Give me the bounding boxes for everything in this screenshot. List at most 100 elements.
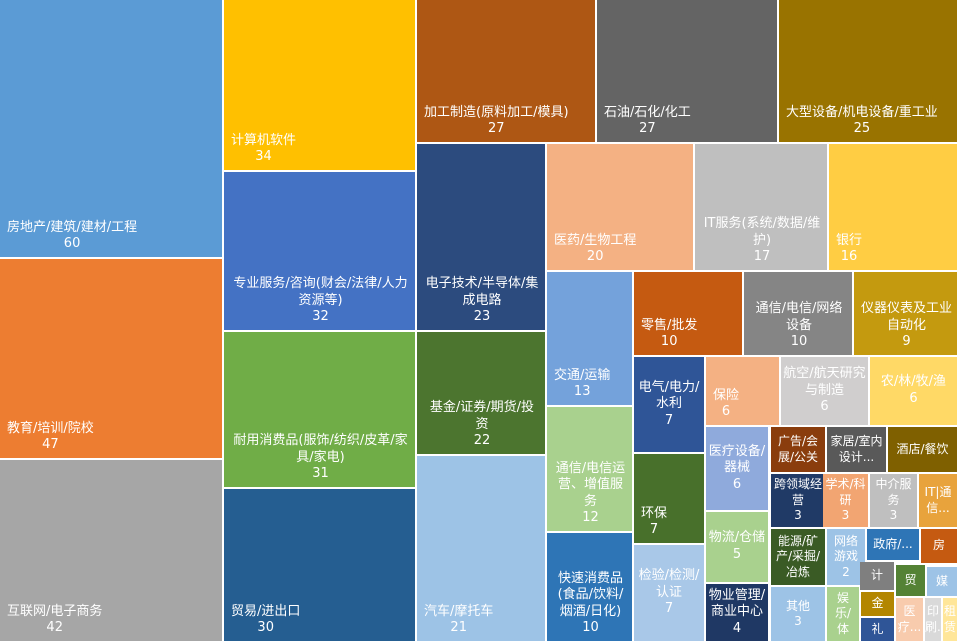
treemap-cell[interactable]: 其他 3 [771,587,825,641]
cell-text: 能源/矿产/采掘/冶炼 [771,533,825,581]
treemap-cell[interactable]: 汽车/摩托车 21 [417,456,545,641]
cell-label: 通信/电信运营、增值服务 [555,460,626,509]
cell-text: 医疗设备/器械 6 [706,443,768,495]
treemap-cell[interactable]: 贸 [896,565,925,596]
treemap-cell[interactable]: 石油/石化/化工 27 [597,0,777,142]
treemap-cell[interactable]: 跨领域经营 3 [771,474,825,527]
cell-value: 20 [586,249,604,265]
cell-label: IT|通信... [924,485,952,515]
treemap-cell[interactable]: 媒 [927,567,957,596]
treemap-cell[interactable]: 中介服务 3 [870,474,917,527]
treemap-cell[interactable]: 广告/会展/公关 [771,427,825,472]
cell-value: 27 [639,121,656,137]
treemap-cell[interactable]: 医药/生物工程 20 [547,144,693,270]
cell-label: 计算机软件 [231,132,297,148]
treemap-cell[interactable]: 专业服务/咨询(财会/法律/人力资源等) 32 [224,172,415,330]
treemap-cell[interactable]: 租赁 [943,598,957,641]
cell-text: 加工制造(原料加工/模具) 27 [424,105,569,138]
treemap-cell[interactable]: 互联网/电子商务 42 [0,460,222,641]
cell-label: 零售/批发 [641,317,698,333]
cell-label: 医药/生物工程 [554,232,637,248]
cell-label: 广告/会展/公关 [777,434,819,464]
treemap-cell[interactable]: 零售/批发 10 [634,272,742,355]
cell-text: 其他 3 [784,598,812,631]
treemap-cell[interactable]: 教育/培训/院校 47 [0,259,222,458]
treemap-cell[interactable]: 交通/运输 13 [547,272,632,405]
treemap-cell[interactable]: 环保 7 [634,454,704,543]
cell-value: 25 [853,121,871,137]
cell-label: 跨领域经营 [773,477,822,507]
treemap-cell[interactable]: 保险 6 [706,357,779,425]
treemap-cell[interactable]: 贸易/进出口 30 [224,489,415,641]
treemap-cell[interactable]: 银行 16 [829,144,957,270]
treemap-cell[interactable]: 家居/室内设计... [827,427,886,472]
cell-label: 房地产/建筑/建材/工程 [7,219,138,235]
treemap-cell[interactable]: 能源/矿产/采掘/冶炼 [771,529,825,585]
treemap-cell[interactable]: 检验/检测/认证 7 [634,545,704,641]
cell-text: 专业服务/咨询(财会/法律/人力资源等) 32 [231,276,410,326]
cell-text: 贸 [902,572,918,589]
cell-value: 6 [909,391,918,406]
treemap-cell[interactable]: 礼 [861,618,894,641]
treemap-cell[interactable]: 农/林/牧/渔 6 [870,357,957,425]
cell-text: 房地产/建筑/建材/工程 60 [7,220,137,253]
cell-label: 计 [870,568,883,583]
treemap-cell[interactable]: IT|通信... [919,474,957,527]
cell-text: 媒 [934,573,950,590]
cell-text: 医药/生物工程 20 [554,233,636,266]
treemap-cell[interactable]: IT服务(系统/数据/维护) 17 [695,144,827,270]
cell-text: 石油/石化/化工 27 [604,105,691,138]
cell-text: 贸易/进出口 30 [231,604,300,637]
treemap-cell[interactable]: 医疗设备/器械 6 [706,427,768,510]
cell-value: 47 [42,437,59,453]
treemap-cell[interactable]: 金 [861,592,894,616]
cell-value: 10 [790,334,808,350]
cell-label: 礼 [871,621,884,636]
cell-value: 3 [794,614,802,628]
treemap-cell[interactable]: 网络游戏 2 [827,529,865,585]
treemap-cell[interactable]: 航空/航天研究与制造 6 [781,357,868,425]
treemap-cell[interactable]: 基金/证券/期货/投资 22 [417,332,545,454]
cell-label: 其他 [785,598,810,613]
cell-label: 医疗... [897,604,922,634]
cell-value: 42 [46,620,63,636]
cell-label: 物业管理/商业中心 [708,587,766,620]
treemap-cell[interactable]: 房 [921,529,957,563]
cell-text: 中介服务 3 [870,476,917,524]
treemap-cell[interactable]: 物流/仓储 5 [706,512,768,582]
treemap-cell[interactable]: 快速消费品(食品/饮料/烟酒/日化) 10 [547,533,632,641]
cell-text: 农/林/牧/渔 6 [879,373,948,408]
treemap-cell[interactable]: 电子技术/半导体/集成电路 23 [417,144,545,330]
treemap-cell[interactable]: 物业管理/商业中心 4 [706,584,768,641]
treemap-cell[interactable]: 通信/电信/网络设备 10 [744,272,852,355]
cell-text: 电子技术/半导体/集成电路 23 [424,276,540,326]
cell-label: 电气/电力/水利 [638,379,700,412]
treemap-cell[interactable]: 医疗... [896,598,923,641]
treemap-cell[interactable]: 仪器仪表及工业自动化 9 [854,272,957,355]
treemap-cell[interactable]: 耐用消费品(服饰/纺织/皮革/家具/家电) 31 [224,332,415,487]
cell-value: 7 [664,601,674,617]
cell-label: 汽车/摩托车 [424,603,494,619]
treemap-cell[interactable]: 政府/... [867,529,919,560]
cell-label: 教育/培训/院校 [7,420,94,436]
cell-value: 16 [840,249,858,265]
treemap-cell[interactable]: 计算机软件 34 [224,0,415,170]
cell-value: 23 [473,309,491,325]
cell-value: 21 [450,620,467,636]
treemap-cell[interactable]: 学术/科研 3 [823,474,868,527]
treemap-cell[interactable]: 通信/电信运营、增值服务 12 [547,407,632,531]
cell-text: 航空/航天研究与制造 6 [781,365,868,417]
cell-label: IT服务(系统/数据/维护) [703,216,821,248]
cell-text: 计算机软件 34 [231,133,296,166]
treemap-cell[interactable]: 房地产/建筑/建材/工程 60 [0,0,222,257]
treemap-cell[interactable]: 酒店/餐饮 [888,427,957,472]
treemap-cell[interactable]: 娱乐/体 [827,587,859,641]
treemap-cell[interactable]: 加工制造(原料加工/模具) 27 [417,0,595,142]
cell-value: 10 [582,620,599,636]
treemap-cell[interactable]: 大型设备/机电设备/重工业 25 [779,0,957,142]
cell-text: 广告/会展/公关 [771,433,825,466]
treemap-cell[interactable]: 电气/电力/水利 7 [634,357,704,452]
treemap-cell[interactable]: 计 [860,562,894,590]
cell-label: 能源/矿产/采掘/冶炼 [775,533,821,579]
treemap-cell[interactable]: 印刷... [925,598,941,641]
